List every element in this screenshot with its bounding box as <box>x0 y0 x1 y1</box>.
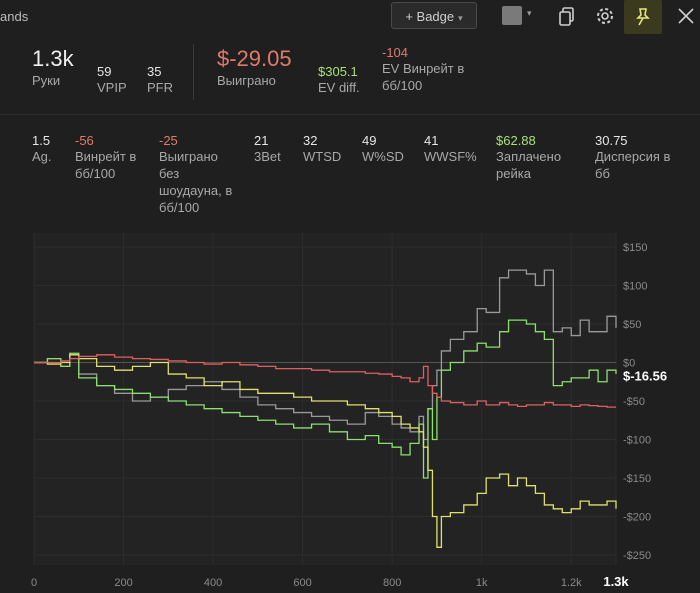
y-tick-label: $150 <box>623 242 647 254</box>
y-tick-label: $100 <box>623 281 647 293</box>
plot-area <box>34 233 616 565</box>
stat-label: без <box>159 166 180 181</box>
ev-winrate-stat: -104 EV Винрейт в бб/100 <box>382 45 464 94</box>
stat-label: Винрейт в <box>75 149 137 164</box>
stat-label: рейка <box>496 166 531 181</box>
stat-label: WTSD <box>303 149 342 164</box>
top-bar: ands + Badge ▾ ▾ <box>0 0 700 34</box>
stat-value: -25 <box>159 133 178 148</box>
won-value: $-29.05 <box>217 46 292 71</box>
series-line <box>34 319 617 479</box>
stat-label: 3Bet <box>254 149 281 164</box>
stat-label: WWSF% <box>424 149 477 164</box>
pfr-stat: 35 PFR <box>147 64 173 96</box>
stat-item: 1.5 Ag. <box>32 133 52 165</box>
hands-value: 1.3k <box>32 46 74 71</box>
stat-value: 41 <box>424 133 439 148</box>
stat-label: бб <box>595 166 610 181</box>
stat-label: Ag. <box>32 149 52 164</box>
y-tick-label: $0 <box>623 358 635 370</box>
x-tick-label: 200 <box>114 577 132 589</box>
summary-divider <box>193 44 194 100</box>
vpip-stat: 59 VPIP <box>97 64 127 96</box>
won-stat: $-29.05 Выиграно <box>217 46 292 89</box>
y-tick-label: $50 <box>623 319 641 331</box>
stat-item: $62.88 Заплачено рейка <box>496 133 561 182</box>
vpip-label: VPIP <box>97 80 127 95</box>
pin-button[interactable] <box>624 0 662 34</box>
ev-diff-label: EV diff. <box>318 80 360 95</box>
stat-label: W%SD <box>362 149 404 164</box>
stat-label: шоудауна, в <box>159 183 233 198</box>
y-tick-label: -$50 <box>623 396 645 408</box>
x-tick-label: 400 <box>204 577 222 589</box>
stat-value: 32 <box>303 133 318 148</box>
stat-value: 49 <box>362 133 377 148</box>
stat-item: 21 3Bet <box>254 133 281 165</box>
stat-value: -56 <box>75 133 94 148</box>
stat-label: бб/100 <box>75 166 116 181</box>
stat-value: 30.75 <box>595 133 628 148</box>
x-tick-label: 1.2k <box>561 577 582 589</box>
stat-label: бб/100 <box>159 200 200 215</box>
stat-value: 1.5 <box>32 133 51 148</box>
won-label: Выиграно <box>217 73 276 88</box>
copy-icon[interactable] <box>555 4 579 28</box>
ev-diff-stat: $305.1 EV diff. <box>318 64 360 96</box>
pfr-label: PFR <box>147 80 173 95</box>
stat-item: 49 W%SD <box>362 133 404 165</box>
x-tick-label: 1k <box>476 577 488 589</box>
ev-diff-value: $305.1 <box>318 64 358 79</box>
stat-item: -25 Выиграно без шоудауна, в бб/100 <box>159 133 232 216</box>
ev-winrate-label-line2: бб/100 <box>382 78 423 93</box>
y-tick-label: -$200 <box>623 512 651 524</box>
series-line <box>34 354 617 548</box>
current-value-label: $-16.56 <box>623 368 667 383</box>
hands-stat: 1.3k Руки <box>32 46 74 89</box>
x-tick-label: 1.3k <box>603 574 629 589</box>
badge-button-label: + Badge <box>405 9 455 24</box>
close-icon[interactable] <box>674 4 698 28</box>
chevron-down-icon: ▾ <box>458 13 463 23</box>
stat-item: -56 Винрейт в бб/100 <box>75 133 136 182</box>
stat-item: 41 WWSF% <box>424 133 477 165</box>
stat-label: Заплачено <box>496 149 562 164</box>
stat-item: 30.75 Дисперсия в бб <box>595 133 670 182</box>
add-badge-button[interactable]: + Badge ▾ <box>391 2 477 29</box>
series-line <box>34 354 616 408</box>
x-tick-label: 0 <box>31 577 37 589</box>
stat-item: 32 WTSD <box>303 133 341 165</box>
window-title: ands <box>0 9 29 24</box>
ev-winrate-label-line1: EV Винрейт в <box>382 61 465 76</box>
ev-winrate-value: -104 <box>382 45 409 60</box>
y-tick-label: -$250 <box>623 550 651 562</box>
y-tick-label: -$100 <box>623 435 651 447</box>
gear-icon[interactable] <box>593 4 617 28</box>
stat-label: Дисперсия в <box>595 149 671 164</box>
vpip-value: 59 <box>97 64 112 79</box>
stat-value: $62.88 <box>496 133 536 148</box>
section-separator <box>0 114 700 115</box>
pin-icon <box>636 8 650 26</box>
y-tick-label: -$150 <box>623 473 651 485</box>
stat-label: Выиграно <box>159 149 218 164</box>
x-tick-label: 600 <box>293 577 311 589</box>
stat-value: 21 <box>254 133 269 148</box>
pfr-value: 35 <box>147 64 162 79</box>
bankroll-chart: 0 200 400 600 800 1k 1.2k 1.3k $150 $100 $50 $0 -$50… <box>31 233 667 589</box>
x-tick-label: 800 <box>383 577 401 589</box>
hands-label: Руки <box>32 73 61 88</box>
color-picker-chevron-icon[interactable]: ▾ <box>527 8 532 18</box>
color-picker-swatch[interactable] <box>502 6 522 25</box>
